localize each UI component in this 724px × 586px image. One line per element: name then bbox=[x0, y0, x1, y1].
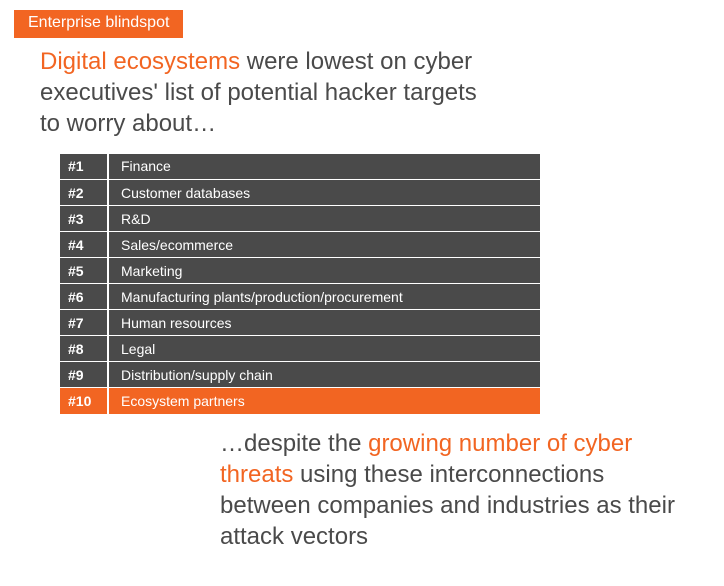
label-cell: Human resources bbox=[108, 310, 540, 336]
table-row: #4Sales/ecommerce bbox=[60, 232, 540, 258]
table-row: #8Legal bbox=[60, 336, 540, 362]
outro-paragraph: …despite the growing number of cyber thr… bbox=[220, 428, 694, 553]
label-cell: Ecosystem partners bbox=[108, 388, 540, 414]
rank-cell: #1 bbox=[60, 154, 108, 180]
intro-paragraph: Digital ecosystems were lowest on cyber … bbox=[40, 46, 480, 140]
rank-cell: #8 bbox=[60, 336, 108, 362]
table-row: #6Manufacturing plants/production/procur… bbox=[60, 284, 540, 310]
category-tag: Enterprise blindspot bbox=[14, 10, 183, 38]
label-cell: Finance bbox=[108, 154, 540, 180]
rank-cell: #10 bbox=[60, 388, 108, 414]
table-row: #9Distribution/supply chain bbox=[60, 362, 540, 388]
rank-cell: #7 bbox=[60, 310, 108, 336]
label-cell: Legal bbox=[108, 336, 540, 362]
table-row: #1Finance bbox=[60, 154, 540, 180]
table-row: #10Ecosystem partners bbox=[60, 388, 540, 414]
intro-highlight: Digital ecosystems bbox=[40, 48, 240, 75]
label-cell: Manufacturing plants/production/procurem… bbox=[108, 284, 540, 310]
rank-cell: #9 bbox=[60, 362, 108, 388]
label-cell: R&D bbox=[108, 206, 540, 232]
ranking-table: #1Finance#2Customer databases#3R&D#4Sale… bbox=[60, 154, 540, 414]
rank-cell: #6 bbox=[60, 284, 108, 310]
rank-cell: #2 bbox=[60, 180, 108, 206]
table-row: #3R&D bbox=[60, 206, 540, 232]
label-cell: Sales/ecommerce bbox=[108, 232, 540, 258]
table-row: #2Customer databases bbox=[60, 180, 540, 206]
label-cell: Marketing bbox=[108, 258, 540, 284]
rank-cell: #3 bbox=[60, 206, 108, 232]
label-cell: Distribution/supply chain bbox=[108, 362, 540, 388]
table-row: #7Human resources bbox=[60, 310, 540, 336]
table-row: #5Marketing bbox=[60, 258, 540, 284]
rank-cell: #4 bbox=[60, 232, 108, 258]
rank-cell: #5 bbox=[60, 258, 108, 284]
label-cell: Customer databases bbox=[108, 180, 540, 206]
outro-pre: …despite the bbox=[220, 430, 368, 457]
